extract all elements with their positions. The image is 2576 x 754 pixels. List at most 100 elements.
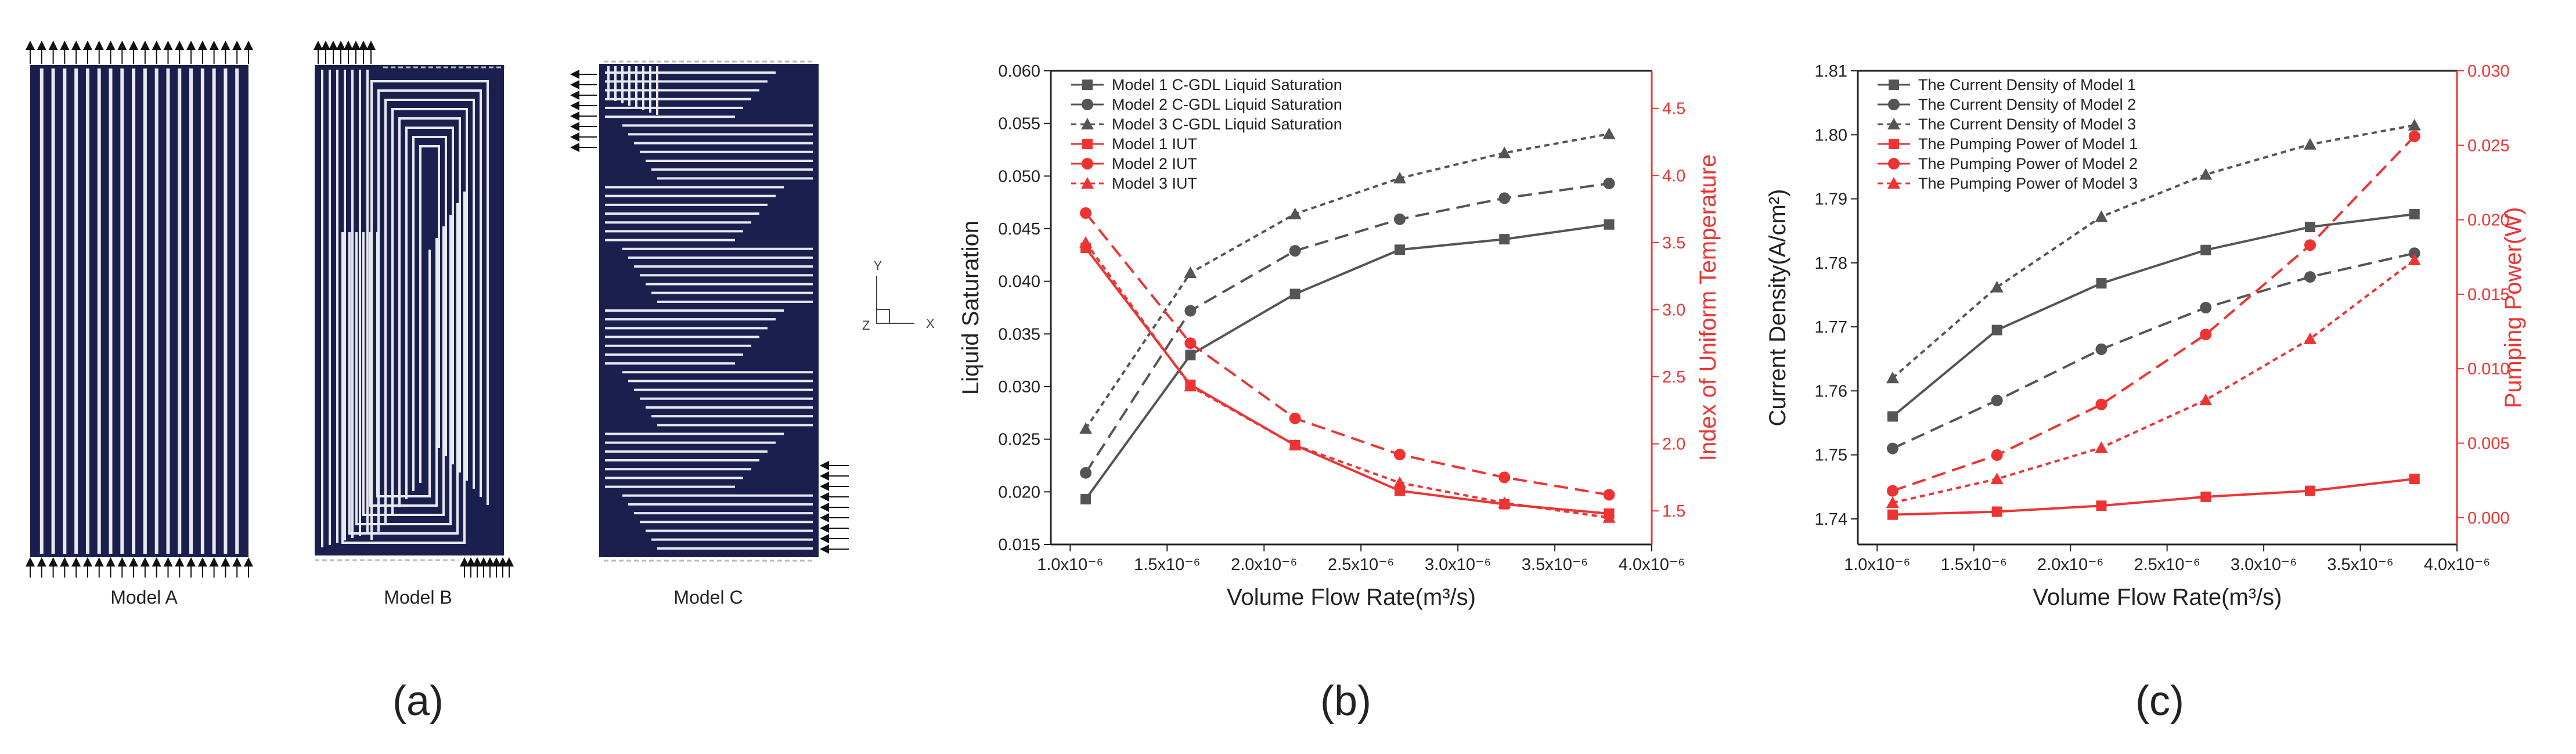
data-point (1080, 467, 1092, 479)
y-right-tick-label: 4.5 (1662, 100, 1685, 118)
data-point (1498, 192, 1511, 204)
data-point (2200, 329, 2212, 341)
data-point (1288, 438, 1302, 450)
data-point (1991, 394, 2003, 406)
model-a-rib (200, 68, 204, 554)
data-point (1289, 245, 1301, 257)
series-line-6 (1085, 241, 1609, 519)
model-a-rib (235, 68, 239, 554)
model-b-rib (398, 117, 461, 507)
model-c-flow-field (570, 60, 849, 562)
model-b-rib (376, 232, 431, 497)
data-point (2095, 441, 2108, 453)
model-a-rib (166, 68, 170, 554)
data-point (1602, 127, 1616, 139)
legend-label: The Pumping Power of Model 2 (1918, 155, 2138, 172)
data-point (1184, 337, 1197, 349)
x-tick-label: 3.5x10⁻⁶ (1522, 555, 1588, 574)
legend-marker (1889, 80, 1899, 90)
model-a-rib (85, 68, 89, 554)
data-point (1886, 485, 1898, 497)
model-a-rib (143, 68, 147, 554)
model-a-rib (97, 68, 101, 554)
chart-c-current-density-pumping-power: 1.0x10⁻⁶ 1.5x10⁻⁶ 2.0x10⁻⁶ 2.5x10⁻⁶ 3.0x10⁻⁶… (1765, 62, 2526, 610)
y-right-axis-title: Pumping Power(W) (2501, 207, 2526, 409)
data-point (2200, 302, 2212, 313)
series-line-5 (1085, 212, 1609, 496)
x-tick-label: 3.0x10⁻⁶ (1425, 555, 1491, 574)
model-a-flow-field (26, 41, 253, 578)
x-tick-label: 2.0x10⁻⁶ (1231, 555, 1297, 574)
data-point (2408, 247, 2420, 259)
data-point (1079, 422, 1093, 434)
y-left-tick-label: 1.78 (1815, 254, 1847, 273)
data-point (1887, 411, 1898, 422)
y-left-tick-label: 0.035 (998, 325, 1040, 344)
model-a-rib (109, 68, 113, 554)
data-point (1184, 380, 1197, 392)
data-point (1394, 244, 1405, 255)
model-a-rib (224, 68, 228, 554)
y-right-tick-label: 0.005 (2467, 435, 2510, 453)
x-tick-label: 1.0x10⁻⁶ (1037, 555, 1103, 574)
data-point (1080, 207, 1092, 219)
legend: The Current Density of Model 1 The Curren… (1878, 76, 2138, 192)
model-a-rib (189, 68, 193, 554)
model-a-rib (154, 68, 158, 554)
data-point (1394, 485, 1405, 496)
x-tick-label: 4.0x10⁻⁶ (1619, 555, 1685, 574)
model-a-rib (39, 68, 44, 554)
y-left-tick-label: 1.76 (1815, 382, 1847, 401)
panel-a-label: (a) (392, 678, 444, 724)
data-point (2409, 209, 2420, 220)
series-line-3 (1085, 132, 1609, 430)
model-a-rib (132, 68, 136, 554)
data-point (1498, 146, 1511, 158)
data-point (1886, 371, 1899, 384)
legend-label: Model 3 C-GDL Liquid Saturation (1112, 116, 1342, 133)
model-a-rib (120, 68, 124, 554)
coordinate-axes-icon: Y X Z (862, 258, 935, 333)
data-point (1603, 489, 1615, 501)
model-b-rib (362, 226, 445, 516)
data-point (1991, 449, 2003, 461)
data-point (2304, 239, 2316, 251)
y-left-tick-label: 0.055 (998, 115, 1040, 134)
model-b-rib (348, 203, 459, 535)
z-axis-box (876, 309, 890, 324)
series-line-1 (1892, 213, 2415, 417)
model-a-rib (212, 68, 216, 554)
z-axis-label: Z (862, 318, 870, 333)
x-axis-title: Volume Flow Rate(m³/s) (1227, 585, 1476, 610)
data-point (2095, 398, 2107, 410)
legend-label: The Pumping Power of Model 1 (1918, 135, 2138, 153)
legend-marker (1888, 99, 1900, 110)
data-point (1887, 509, 1898, 520)
legend-marker (1887, 118, 1900, 129)
y-right-tick-label: 4.0 (1662, 167, 1685, 185)
data-point (1393, 213, 1406, 225)
model-b-rib (419, 145, 440, 483)
data-point (1991, 506, 2002, 517)
y-left-tick-label: 1.81 (1815, 62, 1847, 81)
data-point (1184, 266, 1197, 279)
y-left-axis-title: Current Density(A/cm²) (1765, 189, 1790, 427)
chart-b-liquid-saturation-iut: 1.0x10⁻⁶ 1.5x10⁻⁶ 2.0x10⁻⁶ 2.5x10⁻⁶ 3.0x10⁻⁶… (958, 62, 1721, 610)
data-point (1990, 280, 2004, 293)
data-point (2199, 394, 2213, 406)
legend-label: Model 2 C-GDL Liquid Saturation (1112, 96, 1342, 113)
data-point (1393, 171, 1406, 183)
legend-label: The Current Density of Model 2 (1918, 96, 2136, 113)
legend-marker (1082, 99, 1093, 110)
series-line-4 (1892, 478, 2415, 516)
data-point (2096, 278, 2107, 289)
data-point (2408, 118, 2421, 131)
model-b-rib (412, 136, 447, 491)
data-point (1603, 178, 1615, 190)
model-a-rib (63, 68, 67, 554)
model-a-rib (74, 68, 78, 554)
data-point (1184, 305, 1197, 317)
y-right-tick-label: 0.030 (2467, 62, 2510, 81)
model-a-rib (51, 68, 55, 554)
legend-marker (1888, 158, 1900, 169)
